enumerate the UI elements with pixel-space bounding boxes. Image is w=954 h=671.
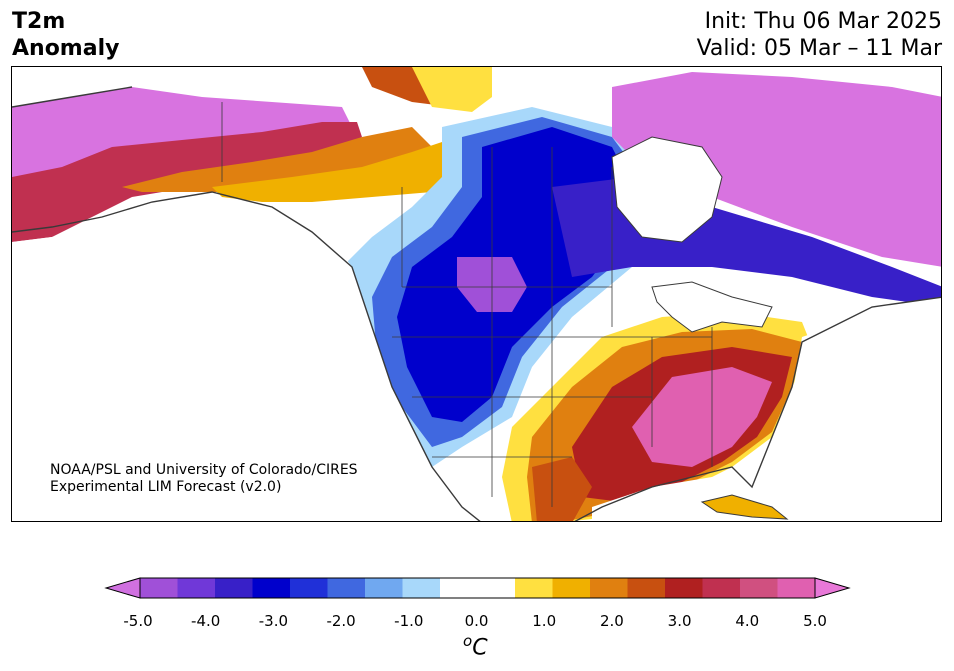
colorbar-cell [402,578,441,598]
atlantic-ocean [772,297,941,521]
colorbar-cell [665,578,703,598]
cuba [700,494,789,520]
colorbar-units: oC [463,632,488,660]
credit-line-1: NOAA/PSL and University of Colorado/CIRE… [50,462,358,478]
colorbar-cell [627,578,666,598]
colorbar-tick-label: 1.0 [532,612,557,630]
valid-range: Valid: 05 Mar – 11 Mar [696,36,942,61]
coastline-west [12,86,481,521]
colorbar-tick-label: 5.0 [803,612,827,630]
hudson-bay [611,136,723,243]
colorbar-cell [740,578,778,598]
coastline-east [574,296,941,521]
units-celsius: C [472,635,488,661]
colorbar-tick-label: 4.0 [735,612,760,630]
map-canvas [12,67,941,521]
colorbar-tick-label: 3.0 [667,612,692,630]
colorbar-tick-label: -2.0 [326,612,356,630]
colorbar-frame [139,577,816,599]
region-arctic-yellow [412,67,492,112]
colorbar-cell [215,578,253,598]
region-mexico-red [532,457,592,521]
colorbar-cell [365,578,403,598]
title-line-1: T2m [12,9,66,34]
colorbar-tick-label: -4.0 [191,612,221,630]
great-lakes [651,281,773,333]
colorbar-cell [252,578,291,598]
map-title: T2m Anomaly [12,8,119,62]
title-line-2: Anomaly [12,36,120,61]
credit-line-2: Experimental LIM Forecast (v2.0) [50,479,282,495]
colorbar-cell [327,578,366,598]
region-eastern-canada [612,72,941,267]
colorbar-cell [552,578,591,598]
region-bc-yellow [212,142,452,202]
colorbar-tick-label: -3.0 [258,612,289,630]
init-date: Init: Thu 06 Mar 2025 [704,9,942,34]
colorbar-tick-label: 0.0 [464,612,489,630]
colorbar-cell [590,578,628,598]
state-borders [221,102,713,507]
credit-text: NOAA/PSL and University of Colorado/CIRE… [50,462,358,496]
colorbar-cell [140,578,178,598]
colorbar-cell [177,578,216,598]
units-degree: o [463,632,473,650]
forecast-dates: Init: Thu 06 Mar 2025 Valid: 05 Mar – 11… [697,8,942,62]
colorbar-cell [290,578,328,598]
anomaly-map: NOAA/PSL and University of Colorado/CIRE… [11,66,942,522]
colorbar-low-extend [104,577,141,599]
colorbar-tick-label: 2.0 [599,612,624,630]
colorbar-cell [515,578,553,598]
pacific-ocean [12,197,471,521]
colorbar-tick-label: -5.0 [123,612,153,630]
colorbar-cell [477,578,516,598]
colorbar-tick-label: -1.0 [394,612,424,630]
colorbar-cell [777,578,816,598]
colorbar-high-extend [814,577,851,599]
colorbar [104,577,851,599]
colorbar-cell [702,578,741,598]
region-se-pink [632,367,772,467]
colorbar-cell [440,578,478,598]
